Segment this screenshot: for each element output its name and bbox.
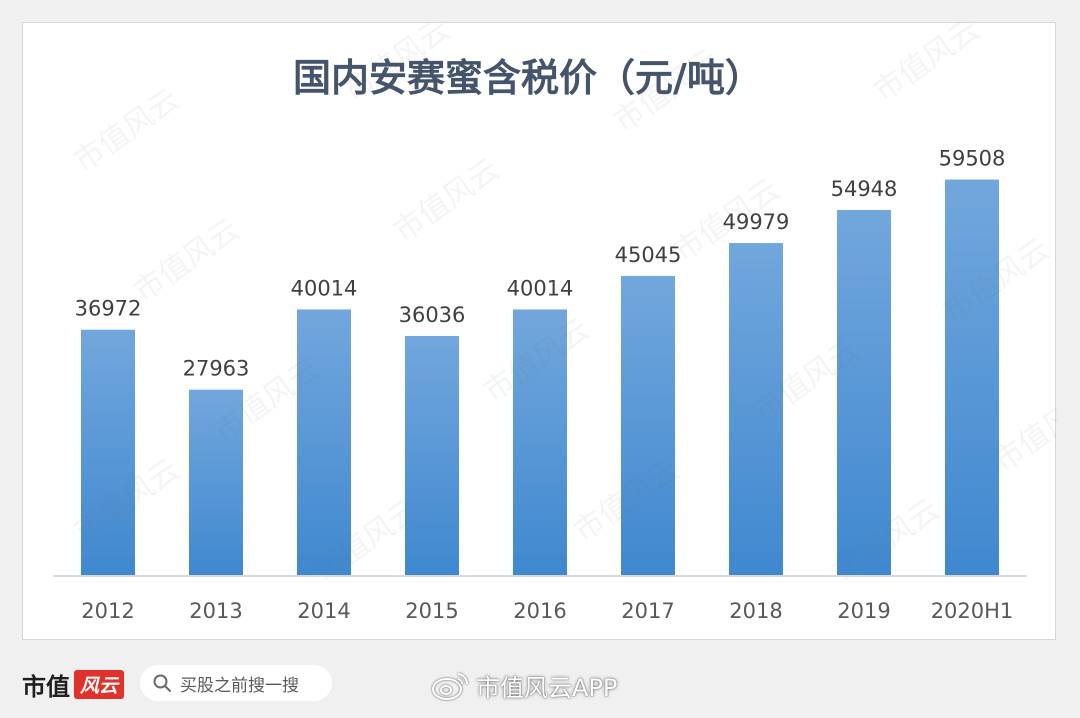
bar-2017 [621,275,675,576]
search-icon [153,674,171,692]
data-label-2020H1: 59508 [939,147,1006,171]
weibo-icon [432,672,469,700]
search-placeholder: 买股之前搜一搜 [180,675,299,696]
source-text: 市值风云APP [476,674,618,702]
x-tick-2018: 2018 [729,599,782,623]
x-tick-2014: 2014 [297,599,350,623]
bar-2019 [837,209,891,576]
x-tick-2019: 2019 [837,599,890,623]
x-tick-2017: 2017 [621,599,674,623]
source-watermark: 市值风云APP [430,668,617,703]
chart-card: 国内安赛蜜含税价（元/吨） 36972 2012 27963 2013 40014 201… [22,22,1057,640]
watermark-text: 市值风云 [128,212,246,309]
chart-svg: 国内安赛蜜含税价（元/吨） 36972 2012 27963 2013 40014 201… [53,23,1057,623]
x-tick-2012: 2012 [81,599,134,623]
search-box[interactable]: 买股之前搜一搜 [140,665,332,701]
data-label-2014: 40014 [291,276,358,300]
x-tick-2015: 2015 [405,599,458,623]
footer: 市值 风云 买股之前搜一搜 市值风云APP [0,650,1080,718]
data-label-2013: 27963 [183,357,250,381]
chart-title: 国内安赛蜜含税价（元/吨） [293,56,763,100]
bar-2015 [405,335,459,576]
data-label-2015: 36036 [399,303,466,327]
bar-group: 36972 2012 27963 2013 40014 2014 36036 2015 4001… [75,147,1014,623]
data-label-2016: 40014 [507,276,574,300]
bar-2018 [729,243,783,576]
bar-2013 [189,389,243,576]
data-label-2019: 54948 [831,177,898,201]
brand-tag: 风云 [74,670,125,699]
bar-2016 [513,309,567,576]
data-label-2018: 49979 [723,210,790,234]
bar-2020H1 [945,179,999,576]
watermark-text: 市值风云 [868,23,986,110]
x-tick-2020H1: 2020H1 [931,599,1014,623]
x-tick-2013: 2013 [189,599,242,623]
brand-logo[interactable]: 市值 风云 [22,667,125,702]
data-label-2012: 36972 [75,297,142,321]
x-tick-2016: 2016 [513,599,566,623]
watermark-text: 市值风云 [68,82,186,179]
watermark-text: 市值风云 [388,152,506,249]
bar-2014 [297,309,351,576]
brand-name: 市值 [22,672,70,701]
bar-2012 [81,329,135,576]
data-label-2017: 45045 [615,243,682,267]
